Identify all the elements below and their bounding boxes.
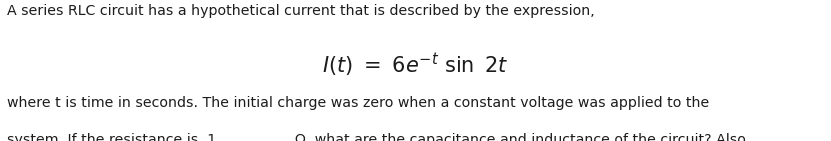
Text: system. If the resistance is  1: system. If the resistance is 1: [7, 133, 216, 141]
Text: Ω, what are the capacitance and inductance of the circuit? Also,: Ω, what are the capacitance and inductan…: [295, 133, 750, 141]
Text: where t is time in seconds. The initial charge was zero when a constant voltage : where t is time in seconds. The initial …: [7, 96, 709, 110]
Text: $\mathit{I}(\mathit{t})\ =\ 6\mathit{e}^{-\mathit{t}}\ \sin\ 2\mathit{t}$: $\mathit{I}(\mathit{t})\ =\ 6\mathit{e}^…: [322, 51, 509, 79]
Text: A series RLC circuit has a hypothetical current that is described by the express: A series RLC circuit has a hypothetical …: [7, 4, 594, 18]
